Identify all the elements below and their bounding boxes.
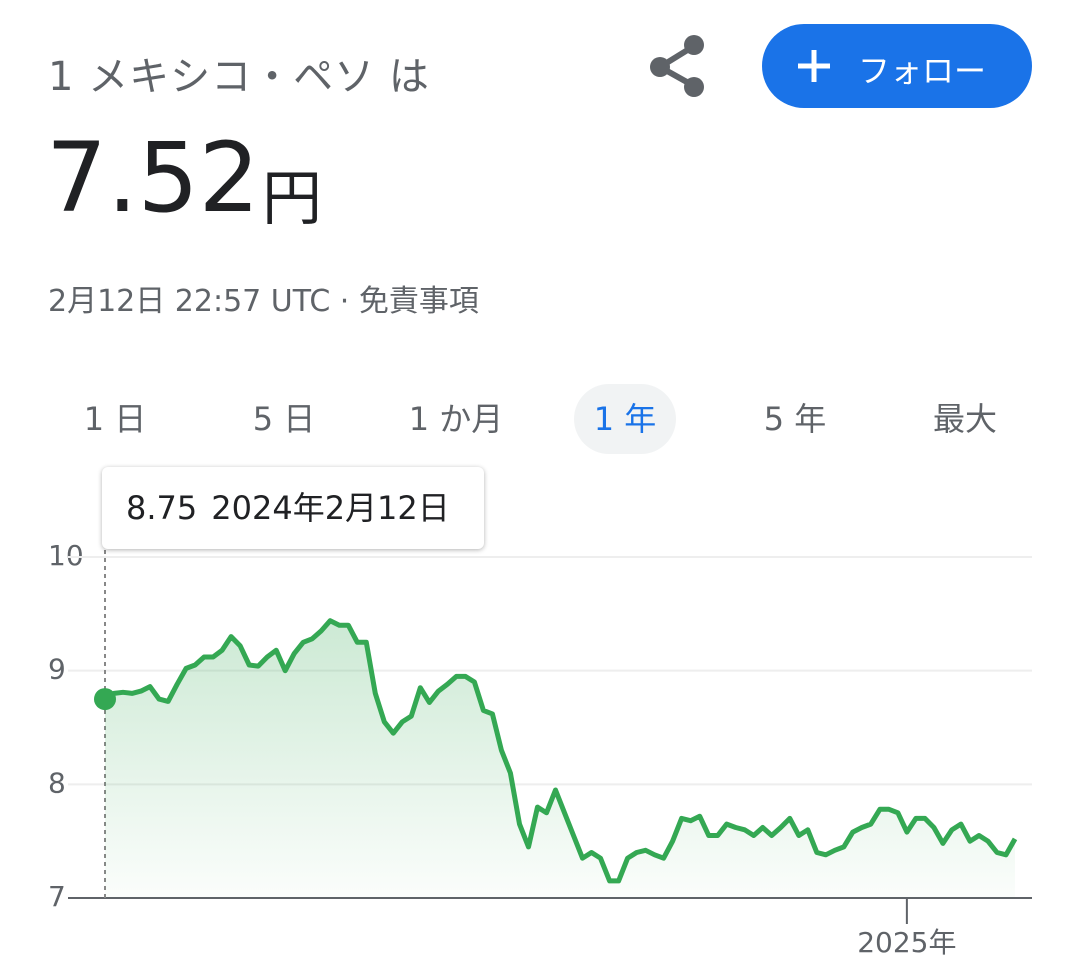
follow-label: フォロー <box>858 52 987 90</box>
range-tab[interactable]: 1 年 <box>574 384 676 454</box>
y-tick-label: 10 <box>48 539 84 572</box>
area <box>105 620 1015 898</box>
range-tab[interactable]: 最大 <box>932 400 997 438</box>
hover-dot <box>94 688 116 711</box>
range-tab[interactable]: 1 か月 <box>408 400 504 438</box>
timestamp: 2月12日 22:57 UTC · 免責事項 <box>48 284 479 319</box>
title: 1 メキシコ・ペソ は <box>48 54 430 100</box>
y-tick-label: 8 <box>48 766 66 799</box>
tooltip-value: 8.75 <box>126 489 198 527</box>
plus-icon <box>798 50 830 82</box>
y-tick-label: 9 <box>48 653 66 686</box>
x-tick-label: 2025年 <box>857 926 956 959</box>
range-tab[interactable]: 1 日 <box>83 400 147 438</box>
range-tab[interactable]: 5 年 <box>763 400 827 438</box>
y-tick-label: 7 <box>48 880 66 913</box>
share-button[interactable] <box>646 32 710 102</box>
unit: 円 <box>262 164 322 234</box>
range-tab[interactable]: 5 日 <box>252 400 316 438</box>
follow-button[interactable]: フォロー <box>762 24 1032 108</box>
tooltip: 8.75 2024年2月12日 <box>102 467 484 549</box>
price: 7.52 <box>46 122 260 234</box>
tooltip-date: 2024年2月12日 <box>211 489 450 527</box>
line <box>103 618 1018 884</box>
